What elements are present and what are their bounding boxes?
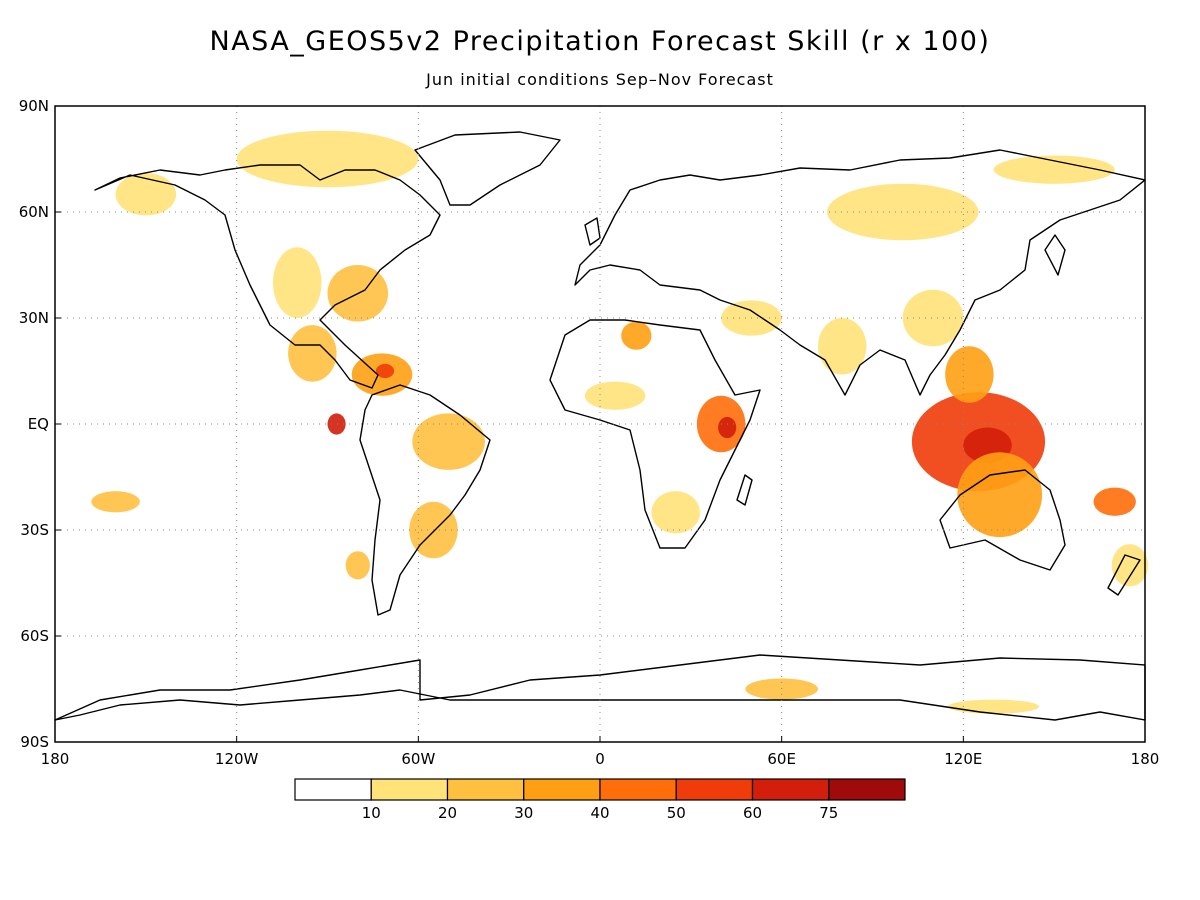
coastline-greenland bbox=[414, 131, 561, 206]
skill-region-galapagos bbox=[327, 413, 346, 435]
skill-region-north-australia bbox=[957, 452, 1043, 538]
colorbar-label: 10 bbox=[362, 804, 381, 822]
colorbar-label: 60 bbox=[743, 804, 762, 822]
colorbar-swatch bbox=[523, 778, 601, 801]
colorbar-swatch bbox=[294, 778, 372, 801]
colorbar-swatch bbox=[370, 778, 449, 801]
colorbar-swatch bbox=[446, 778, 525, 801]
colorbar-swatch bbox=[751, 778, 830, 801]
skill-region-siberia bbox=[827, 183, 979, 241]
skill-region-west-africa bbox=[584, 381, 646, 410]
colorbar-swatch bbox=[828, 778, 906, 801]
colorbar-swatch bbox=[599, 778, 677, 801]
lat-label: EQ bbox=[28, 415, 49, 433]
skill-region-caribbean-core bbox=[375, 363, 395, 379]
colorbar-label: 50 bbox=[667, 804, 686, 822]
lon-label: 60E bbox=[767, 750, 796, 768]
coastline-south-america bbox=[359, 384, 491, 616]
skill-region-south-pacific bbox=[91, 491, 140, 513]
latitude-labels: 90N 60N 30N EQ 30S 60S 90S bbox=[19, 97, 61, 751]
skill-region-sahara bbox=[621, 321, 652, 350]
lon-label: 0 bbox=[595, 750, 605, 768]
lon-label: 120E bbox=[944, 750, 982, 768]
colorbar-label: 75 bbox=[819, 804, 838, 822]
colorbar-swatch bbox=[675, 778, 754, 801]
coastline-eurasia bbox=[574, 149, 1146, 396]
colorbar: 10 20 30 40 50 60 75 bbox=[294, 778, 906, 822]
skill-region-southern-ocean bbox=[948, 699, 1040, 714]
skill-region-central-america bbox=[288, 325, 337, 382]
lon-label: 180 bbox=[1131, 750, 1160, 768]
graticule bbox=[55, 106, 1145, 742]
map-subtitle: Jun initial conditions Sep–Nov Forecast bbox=[426, 70, 774, 89]
coastline-africa bbox=[549, 319, 761, 549]
coastline-new-zealand bbox=[1107, 554, 1141, 596]
lat-label: 30N bbox=[19, 309, 49, 327]
longitude-labels: 180 120W 60W 0 60E 120E 180 bbox=[41, 736, 1160, 768]
lat-label: 60N bbox=[19, 203, 49, 221]
coastline-madagascar bbox=[736, 474, 753, 506]
lon-label: 180 bbox=[41, 750, 70, 768]
skill-region-south-atlantic bbox=[345, 551, 370, 580]
lon-label: 120W bbox=[215, 750, 259, 768]
colorbar-label: 30 bbox=[514, 804, 533, 822]
lat-label: 90S bbox=[20, 733, 49, 751]
lat-label: 90N bbox=[19, 97, 49, 115]
skill-region-southern-africa bbox=[651, 491, 700, 534]
coastline-uk bbox=[584, 217, 601, 246]
skill-region-east-africa-core bbox=[718, 416, 737, 439]
lon-label: 60W bbox=[401, 750, 435, 768]
skill-region-amazon bbox=[412, 413, 485, 470]
skill-region-ross-sea bbox=[745, 678, 819, 700]
skill-region-philippines bbox=[945, 346, 994, 403]
skill-region-canada-north bbox=[236, 130, 419, 188]
skill-region-arctic-russia bbox=[993, 155, 1115, 184]
skill-field-layer bbox=[91, 130, 1149, 714]
colorbar-label: 40 bbox=[590, 804, 609, 822]
skill-region-us-central bbox=[273, 247, 322, 318]
colorbar-label: 20 bbox=[438, 804, 457, 822]
skill-region-southeast-pacific bbox=[1093, 487, 1136, 516]
coastline-north-america bbox=[94, 164, 441, 389]
coastline-japan bbox=[1044, 234, 1066, 276]
skill-region-india bbox=[818, 318, 867, 375]
coastline-australia bbox=[939, 469, 1066, 571]
skill-region-tasman bbox=[1111, 544, 1149, 587]
map-title: NASA_GEOS5v2 Precipitation Forecast Skil… bbox=[209, 26, 991, 57]
skill-region-alaska bbox=[115, 173, 177, 216]
skill-region-china bbox=[902, 289, 964, 347]
lat-label: 60S bbox=[20, 627, 49, 645]
lat-label: 30S bbox=[20, 521, 49, 539]
